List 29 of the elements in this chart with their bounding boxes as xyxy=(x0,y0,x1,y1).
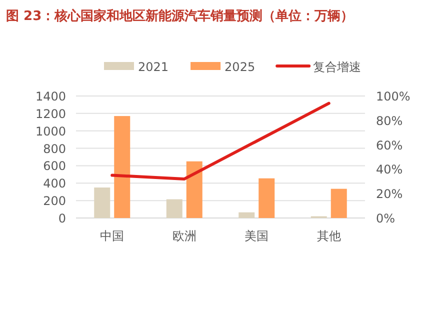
legend-label: 复合增速 xyxy=(313,60,362,74)
y-tick-label: 1000 xyxy=(35,124,66,138)
x-tick-label: 美国 xyxy=(244,229,269,243)
x-tick-label: 其他 xyxy=(316,229,341,243)
y-tick-label: 0 xyxy=(58,212,66,226)
bar xyxy=(330,188,347,218)
x-tick-label: 中国 xyxy=(100,229,124,243)
bar xyxy=(258,178,275,218)
bar xyxy=(114,116,130,218)
legend-label: 2025 xyxy=(224,60,256,74)
bar xyxy=(238,212,255,218)
y-tick-label: 1400 xyxy=(35,90,66,104)
y-tick-label: 400 xyxy=(43,176,66,191)
y2-tick-label: 60% xyxy=(376,138,403,152)
y2-tick-label: 100% xyxy=(376,90,410,104)
legend-label: 2021 xyxy=(138,60,169,74)
y-tick-label: 200 xyxy=(43,194,66,208)
y2-tick-label: 20% xyxy=(376,187,403,202)
y2-tick-label: 80% xyxy=(376,114,403,128)
y2-tick-label: 0% xyxy=(376,212,396,226)
chart-title: 图 23：核心国家和地区新能源汽车销量预测（单位：万辆） xyxy=(6,8,354,24)
y2-tick-label: 40% xyxy=(376,162,403,177)
y-tick-label: 800 xyxy=(43,142,66,156)
x-tick-label: 欧洲 xyxy=(172,229,196,243)
bar xyxy=(186,161,202,218)
y-tick-label: 1200 xyxy=(35,106,66,121)
bar xyxy=(94,188,110,218)
y-tick-label: 600 xyxy=(43,159,66,174)
bar xyxy=(166,199,182,218)
